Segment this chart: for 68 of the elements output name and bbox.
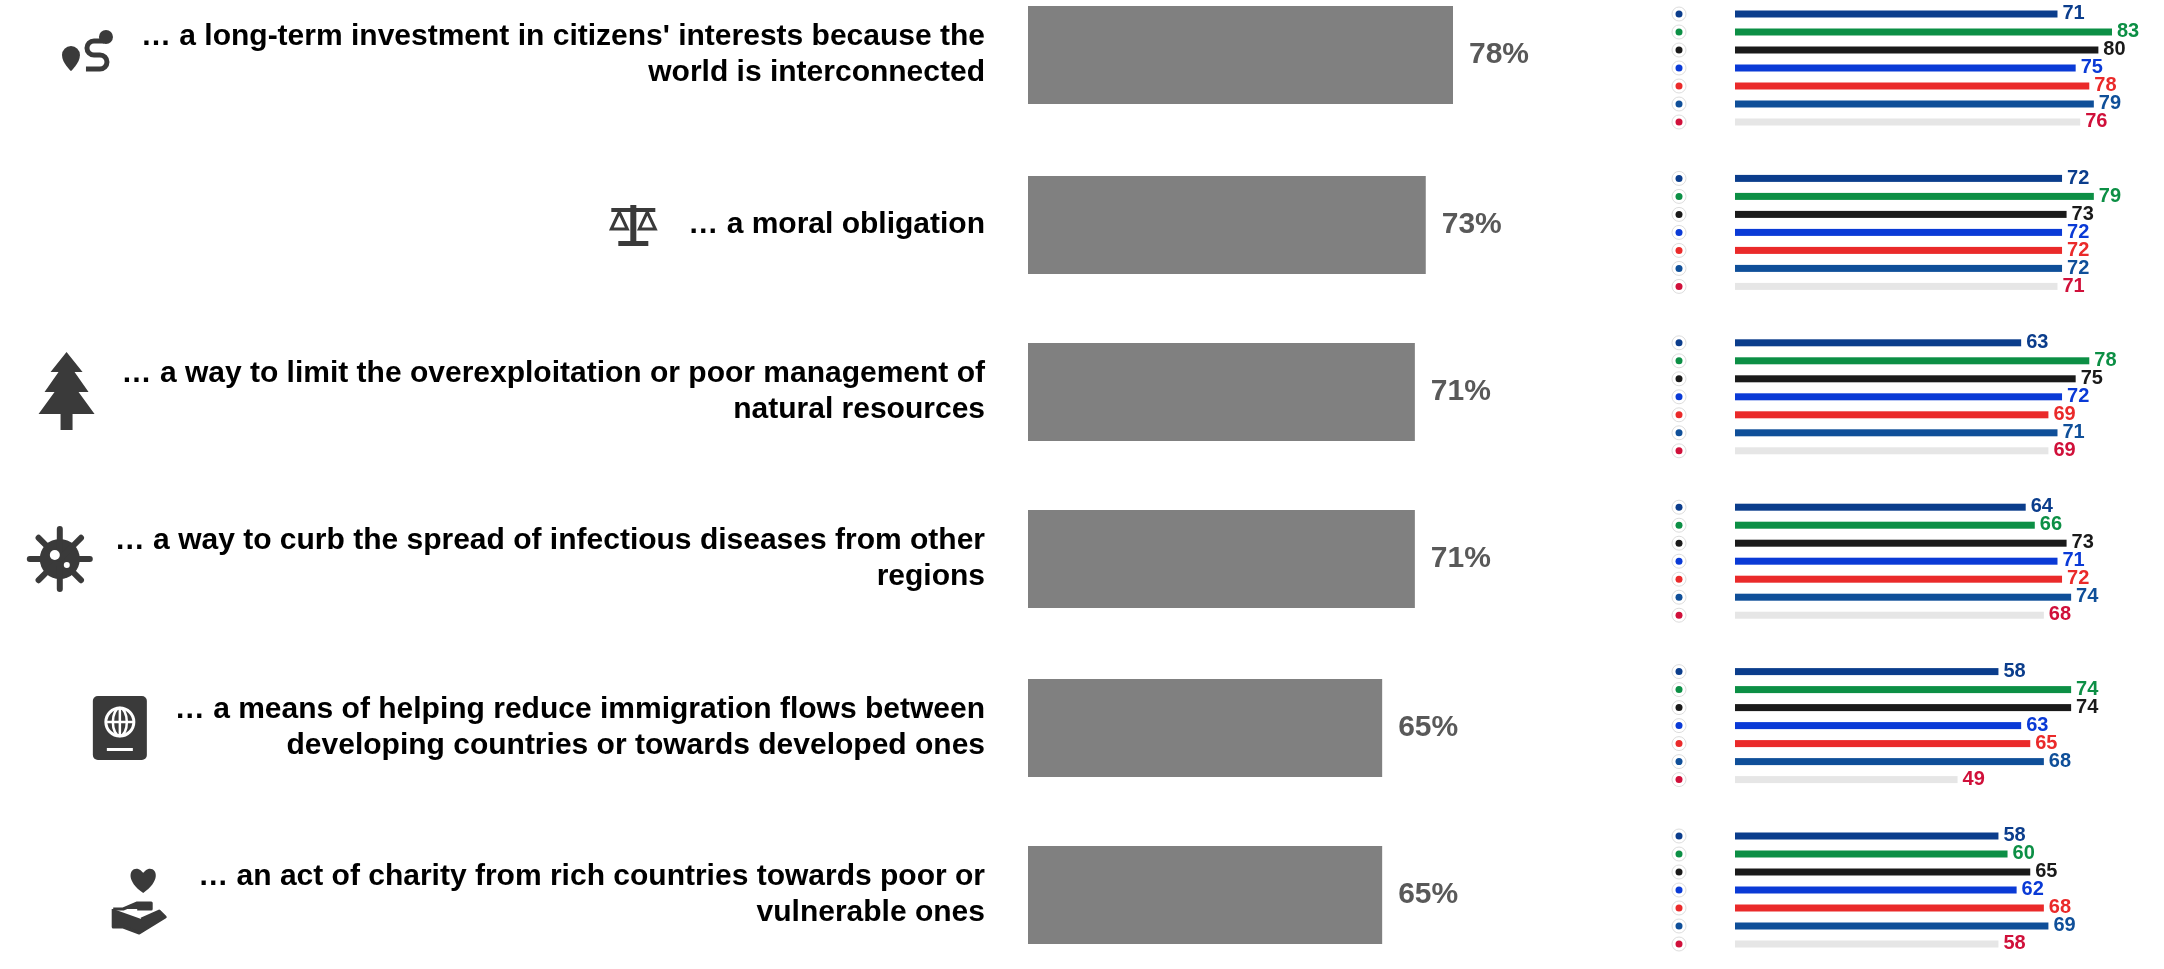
bar <box>1735 447 2049 455</box>
data-label: 78% <box>1469 35 1530 69</box>
bar <box>1735 922 2049 930</box>
bar <box>1735 118 2081 126</box>
bar <box>1735 393 2063 401</box>
bar <box>1735 521 2035 529</box>
bar <box>1735 210 2067 218</box>
bar <box>1028 846 1383 944</box>
bar <box>1735 64 2076 72</box>
bar <box>1735 357 2090 365</box>
bar <box>1735 246 2063 254</box>
data-label: 65% <box>1398 875 1459 909</box>
y-tick-label: … a way to curb the spread of infectious diseases from other regions <box>114 521 986 591</box>
data-label: 58 <box>2003 658 2026 681</box>
data-label: 72 <box>2067 165 2090 188</box>
bar <box>1028 176 1426 274</box>
data-label: 73% <box>1441 205 1502 239</box>
bar <box>1735 611 2044 619</box>
bar <box>1028 679 1383 777</box>
bar <box>1735 758 2044 766</box>
data-label: 65% <box>1398 708 1459 742</box>
data-label: 63 <box>2026 330 2049 353</box>
data-label: 79 <box>2098 183 2122 206</box>
bar <box>1735 704 2072 712</box>
bar <box>1735 503 2026 511</box>
bar <box>1735 575 2063 583</box>
y-tick-label: … an act of charity from rich countries towards poor or vulnerable ones <box>198 857 986 927</box>
bar <box>1735 868 2031 876</box>
bar <box>1735 886 2017 894</box>
bar <box>1735 593 2072 601</box>
bar <box>1735 740 2031 748</box>
bar <box>1735 776 1958 784</box>
data-label: 49 <box>1962 766 1985 789</box>
bar <box>1735 228 2063 236</box>
data-label: 71 <box>2062 1 2085 24</box>
bar <box>1735 339 2022 347</box>
bar <box>1735 82 2090 90</box>
y-tick-label: … a long-term investment in citizens' interests because the world is interconnected <box>140 17 985 87</box>
data-label: 58 <box>2003 931 2026 954</box>
bar <box>1735 174 2063 182</box>
bar <box>1735 192 2094 200</box>
bar <box>1735 904 2044 912</box>
data-label: 68 <box>2048 602 2072 625</box>
bar <box>1735 375 2076 383</box>
bar <box>1735 100 2094 108</box>
data-label: 71% <box>1430 539 1491 573</box>
bar <box>1028 343 1415 441</box>
bar <box>1735 46 2099 54</box>
bar <box>1735 722 2022 730</box>
bar <box>1735 429 2058 437</box>
bar <box>1028 510 1415 608</box>
y-tick-label: … a way to limit the overexploitation or poor management of natural resources <box>121 354 987 424</box>
bar <box>1735 668 1999 676</box>
bar <box>1735 850 2008 858</box>
bar <box>1735 411 2049 419</box>
bar <box>1735 539 2067 547</box>
bar <box>1735 264 2063 272</box>
bar <box>1735 557 2058 565</box>
data-label: 71% <box>1430 372 1491 406</box>
bar <box>1735 940 1999 948</box>
bar <box>1735 832 1999 840</box>
bar <box>1735 686 2072 694</box>
y-tick-label: … a moral obligation <box>688 205 985 239</box>
bar <box>1028 6 1453 104</box>
bar <box>1735 10 2058 18</box>
y-tick-label: … a means of helping reduce immigration flows between developing countries or towards developed ones <box>174 690 985 760</box>
bar <box>1735 28 2112 36</box>
bar <box>1735 282 2058 290</box>
